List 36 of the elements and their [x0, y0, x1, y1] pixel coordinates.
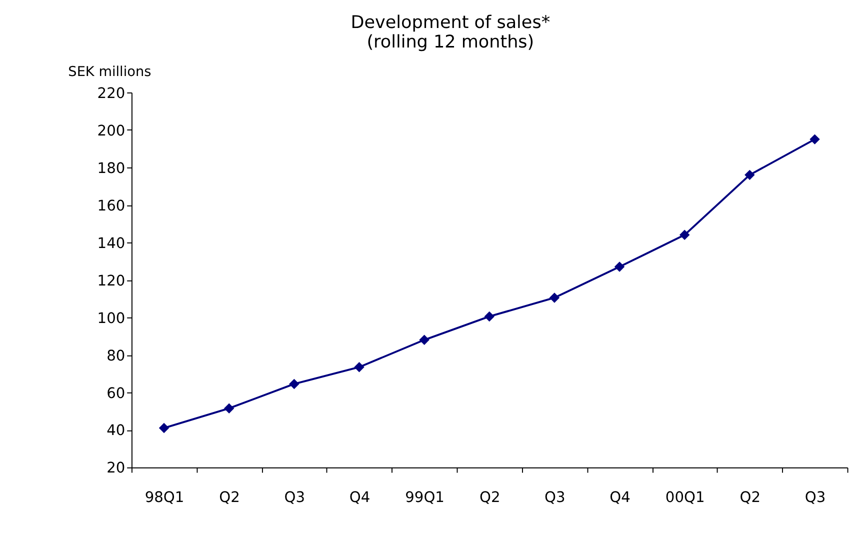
point — [744, 170, 755, 180]
y-tick-label: 180 — [97, 160, 126, 177]
point — [354, 362, 364, 372]
y-tick-label: 40 — [106, 422, 126, 440]
x-tick-label: 99Q1 — [405, 488, 444, 506]
y-axis-title: SEK millions — [68, 64, 152, 80]
point — [614, 262, 625, 272]
x-tick-label: 00Q1 — [665, 488, 705, 506]
x-tick-label: Q2 — [740, 488, 761, 506]
point — [419, 334, 430, 346]
point — [679, 230, 690, 240]
point — [158, 422, 170, 434]
x-tick-label: Q4 — [349, 488, 370, 506]
y-tick-label: 100 — [97, 310, 126, 327]
x-tick-label: Q2 — [479, 488, 500, 506]
y-tick-label: 200 — [97, 122, 126, 140]
point — [484, 311, 494, 322]
y-tick-label: 220 — [97, 84, 126, 102]
y-tick-label: 60 — [106, 384, 126, 402]
x-tick-label: Q3 — [284, 488, 306, 506]
x-tick-label: 98Q1 — [144, 488, 184, 506]
x-tick-label: Q4 — [610, 488, 630, 506]
y-tick-label: 140 — [97, 234, 126, 252]
point — [224, 403, 234, 414]
text: Development of sales* — [350, 13, 550, 34]
y-tick-label: 120 — [97, 272, 126, 290]
point — [289, 378, 300, 390]
x-tick-label: Q3 — [544, 488, 566, 506]
y-tick-label: 160 — [97, 197, 126, 214]
x-tick-label: Q2 — [219, 488, 240, 506]
point — [549, 292, 560, 303]
text: (rolling 12 months) — [366, 32, 534, 53]
point — [810, 134, 820, 144]
x-tick-label: Q3 — [804, 488, 826, 506]
y-tick-label: 80 — [106, 347, 126, 364]
y-tick-label: 20 — [106, 460, 126, 477]
